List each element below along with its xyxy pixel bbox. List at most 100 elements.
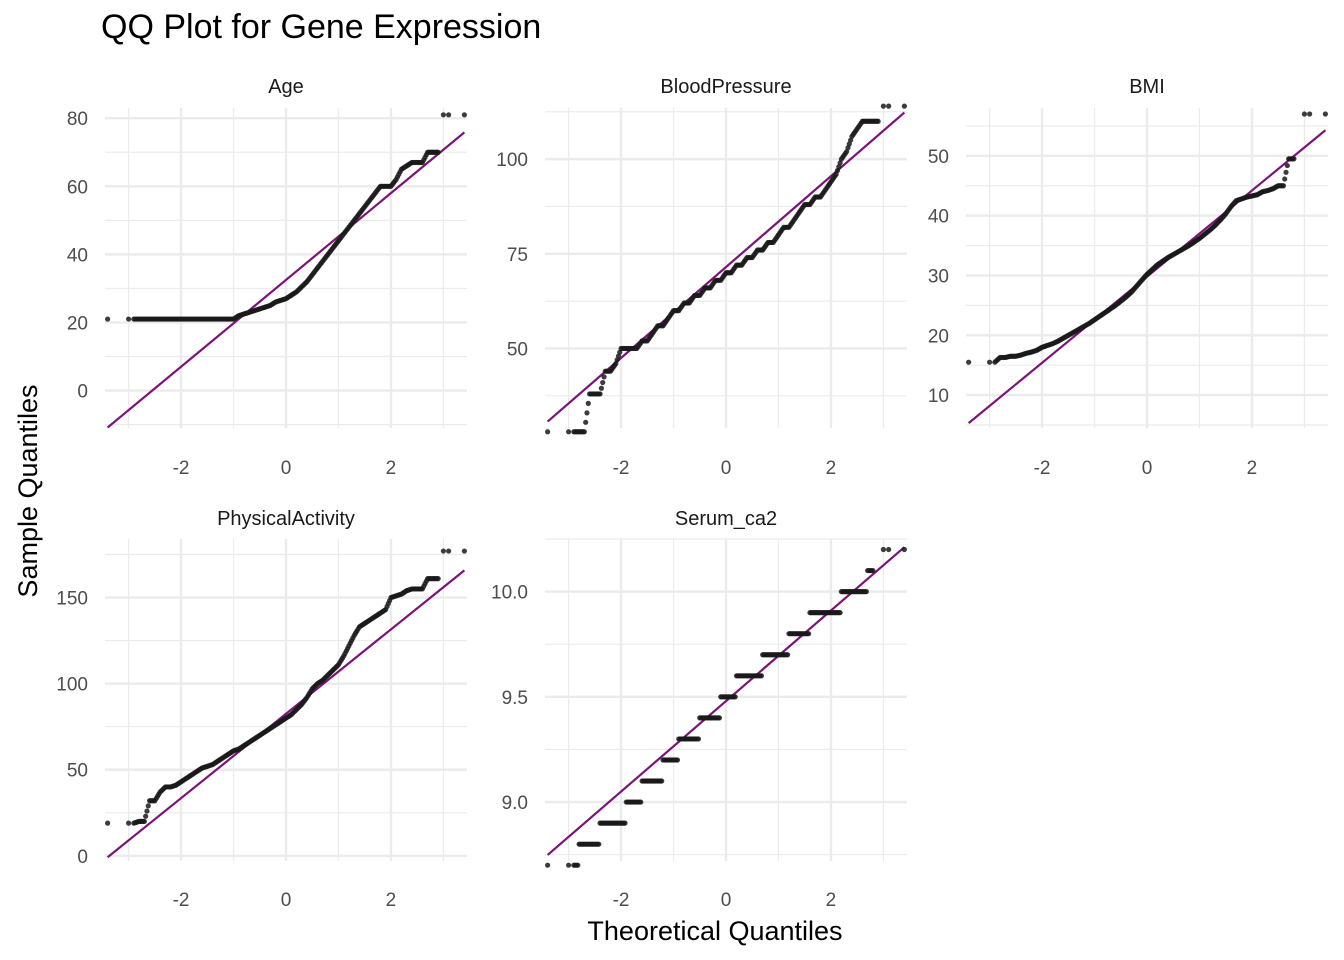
qq-reference-line (546, 546, 906, 856)
x-tick-label: 2 (1247, 458, 1258, 479)
facet-panel-bloodpressure: BloodPressure 50 75 100 -2 0 2 (496, 76, 907, 479)
qq-point (886, 103, 892, 109)
qq-point (461, 112, 467, 118)
qq-point (1307, 111, 1313, 117)
y-tick-label: 40 (928, 207, 949, 228)
qq-point (440, 112, 446, 118)
qq-point (435, 576, 441, 582)
x-tick-label: 2 (826, 890, 837, 911)
qq-point (674, 757, 681, 763)
x-tick-label: 2 (386, 458, 397, 479)
qq-point (461, 548, 467, 554)
qq-point (585, 400, 591, 406)
y-tick-label: 60 (67, 177, 88, 198)
qq-point (566, 862, 572, 868)
x-tick-label: 2 (826, 458, 837, 479)
qq-reference-line (106, 131, 466, 429)
qq-point (716, 715, 723, 721)
qq-point (141, 818, 147, 824)
facet-panel-physicalactivity: PhysicalActivity 0 50 100 150 -2 0 2 (56, 508, 467, 911)
x-axis-title: Theoretical Quantiles (587, 916, 842, 946)
y-tick-label: 9.0 (502, 793, 528, 814)
qq-point (1284, 162, 1290, 169)
qq-point (863, 589, 869, 595)
qq-point (1280, 183, 1287, 189)
x-tick-label: 0 (721, 458, 732, 479)
y-tick-label: 30 (928, 266, 949, 287)
qq-point (638, 799, 644, 805)
qq-point (545, 862, 551, 868)
x-tick-label: 0 (1142, 458, 1153, 479)
y-tick-label: 10.0 (491, 583, 528, 604)
x-tick-label: 0 (281, 890, 292, 911)
x-tick-label: 0 (721, 890, 732, 911)
qq-point (880, 546, 886, 553)
qq-point (870, 567, 876, 574)
facet-strip-label: BMI (1129, 76, 1165, 98)
qq-point (758, 673, 765, 679)
qq-point (901, 546, 907, 553)
facet-panel-serum-ca2: Serum_ca2 9.0 9.5 10.0 -2 0 2 (491, 508, 907, 911)
y-tick-label: 150 (56, 589, 88, 610)
y-tick-label: 9.5 (502, 688, 528, 709)
x-tick-label: 0 (281, 458, 292, 479)
y-tick-label: 50 (67, 761, 88, 782)
facet-panel-age: Age 0 20 40 60 80 -2 0 2 (67, 76, 467, 479)
qq-point (598, 385, 604, 391)
qq-point (596, 841, 602, 847)
y-tick-label: 80 (67, 109, 88, 130)
qq-point (566, 429, 572, 435)
qq-point (622, 820, 628, 826)
y-tick-label: 20 (67, 313, 88, 334)
y-tick-label: 0 (77, 847, 88, 868)
qq-point (105, 316, 111, 322)
qq-point (143, 813, 149, 819)
chart-title: QQ Plot for Gene Expression (101, 8, 542, 46)
qq-point (659, 778, 665, 784)
facet-panel-bmi: BMI 10 20 30 40 50 -2 0 2 (928, 76, 1328, 479)
qq-point (446, 112, 452, 118)
facet-strip-label: PhysicalActivity (217, 508, 355, 530)
y-tick-label: 100 (496, 150, 528, 171)
qq-point (446, 548, 452, 554)
x-tick-label: -2 (173, 890, 190, 911)
qq-point (581, 429, 587, 435)
qq-point (601, 374, 607, 380)
qq-point (901, 103, 907, 109)
y-tick-label: 50 (928, 147, 949, 168)
x-tick-label: -2 (173, 458, 190, 479)
qq-point (695, 736, 702, 742)
qq-point (600, 379, 606, 386)
qq-point (126, 820, 132, 826)
qq-point (875, 118, 881, 124)
qq-point (1282, 176, 1288, 182)
x-tick-label: -2 (1034, 458, 1051, 479)
y-axis-title: Sample Quantiles (13, 384, 43, 597)
y-tick-label: 20 (928, 326, 949, 347)
qq-point (880, 103, 886, 109)
qq-point (435, 149, 441, 155)
qq-point (1291, 156, 1297, 162)
facet-strip-label: Serum_ca2 (675, 508, 777, 530)
y-tick-label: 100 (56, 675, 88, 696)
qq-point (837, 610, 843, 616)
qq-point (597, 391, 603, 397)
y-tick-label: 40 (67, 245, 88, 266)
qq-point (144, 808, 150, 814)
x-tick-label: -2 (613, 458, 630, 479)
qq-point (987, 359, 993, 365)
qq-point (966, 359, 972, 365)
x-tick-label: 2 (386, 890, 397, 911)
y-tick-label: 50 (507, 339, 528, 360)
qq-point (145, 803, 151, 809)
x-tick-label: -2 (613, 890, 630, 911)
qq-point (886, 546, 892, 553)
qq-point (583, 419, 589, 425)
y-tick-label: 75 (507, 245, 528, 266)
y-tick-label: 0 (77, 382, 88, 403)
qq-point (126, 316, 132, 322)
qq-point (575, 862, 581, 868)
qq-point (1322, 111, 1328, 117)
